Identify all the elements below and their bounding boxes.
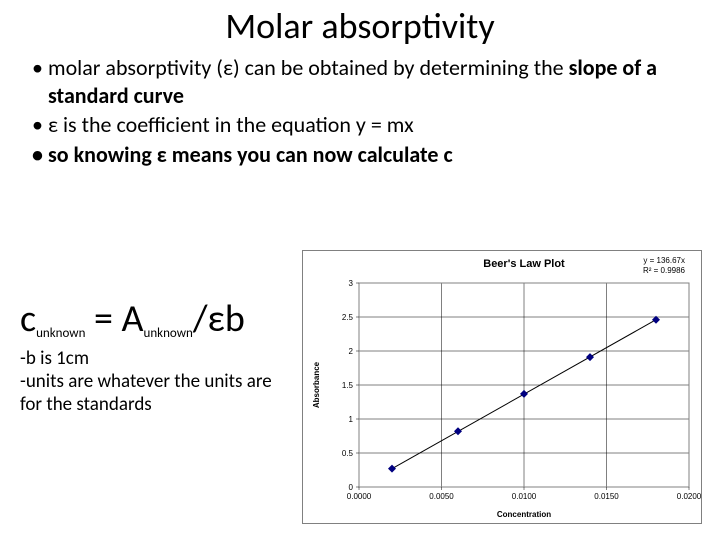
svg-text:0.0050: 0.0050: [429, 492, 454, 501]
formula-tail: /εb: [193, 296, 245, 342]
svg-text:3: 3: [349, 279, 354, 288]
formula-c: c: [20, 296, 36, 342]
note-2: -units are whatever the units are for th…: [20, 371, 280, 417]
formula-sub2: unknown: [144, 326, 193, 341]
bullet-3: so knowing ε means you can now calculate…: [32, 141, 700, 169]
bullet-1-text-a: molar absorptivity (ε) can be obtained b…: [48, 54, 569, 81]
svg-text:Concentration: Concentration: [497, 510, 551, 519]
beers-law-chart: 0 0.5 1 1.5 2 2.5 3 0.0000 0.0050 0.0100 0.0150 0.0…: [302, 250, 702, 524]
svg-text:Absorbance: Absorbance: [312, 361, 321, 408]
svg-text:0.5: 0.5: [342, 449, 354, 458]
svg-text:2.5: 2.5: [342, 313, 354, 322]
formula-sub1: unknown: [36, 326, 85, 341]
svg-text:0.0200: 0.0200: [677, 492, 701, 501]
svg-text:2: 2: [349, 347, 354, 356]
chart-svg: 0 0.5 1 1.5 2 2.5 3 0.0000 0.0050 0.0100 0.0150 0.0…: [303, 251, 701, 523]
bullet-list: molar absorptivity (ε) can be obtained b…: [0, 48, 720, 168]
note-1: -b is 1cm: [20, 348, 280, 371]
svg-text:0: 0: [349, 483, 354, 492]
svg-text:0.0150: 0.0150: [594, 492, 619, 501]
bullet-1: molar absorptivity (ε) can be obtained b…: [32, 54, 700, 109]
svg-text:y = 136.67x: y = 136.67x: [643, 256, 685, 265]
formula-notes: -b is 1cm -units are whatever the units …: [20, 348, 280, 416]
formula-eq: = A: [85, 296, 143, 342]
svg-text:R² = 0.9986: R² = 0.9986: [643, 266, 686, 275]
svg-text:0.0100: 0.0100: [512, 492, 537, 501]
svg-text:0.0000: 0.0000: [347, 492, 372, 501]
formula: cunknown = Aunknown/εb: [20, 296, 245, 342]
svg-text:1: 1: [349, 415, 354, 424]
svg-text:1.5: 1.5: [342, 381, 354, 390]
bullet-2: ε is the coefficient in the equation y =…: [32, 111, 700, 139]
page-title: Molar absorptivity: [0, 0, 720, 48]
svg-text:Beer's Law Plot: Beer's Law Plot: [483, 258, 565, 270]
